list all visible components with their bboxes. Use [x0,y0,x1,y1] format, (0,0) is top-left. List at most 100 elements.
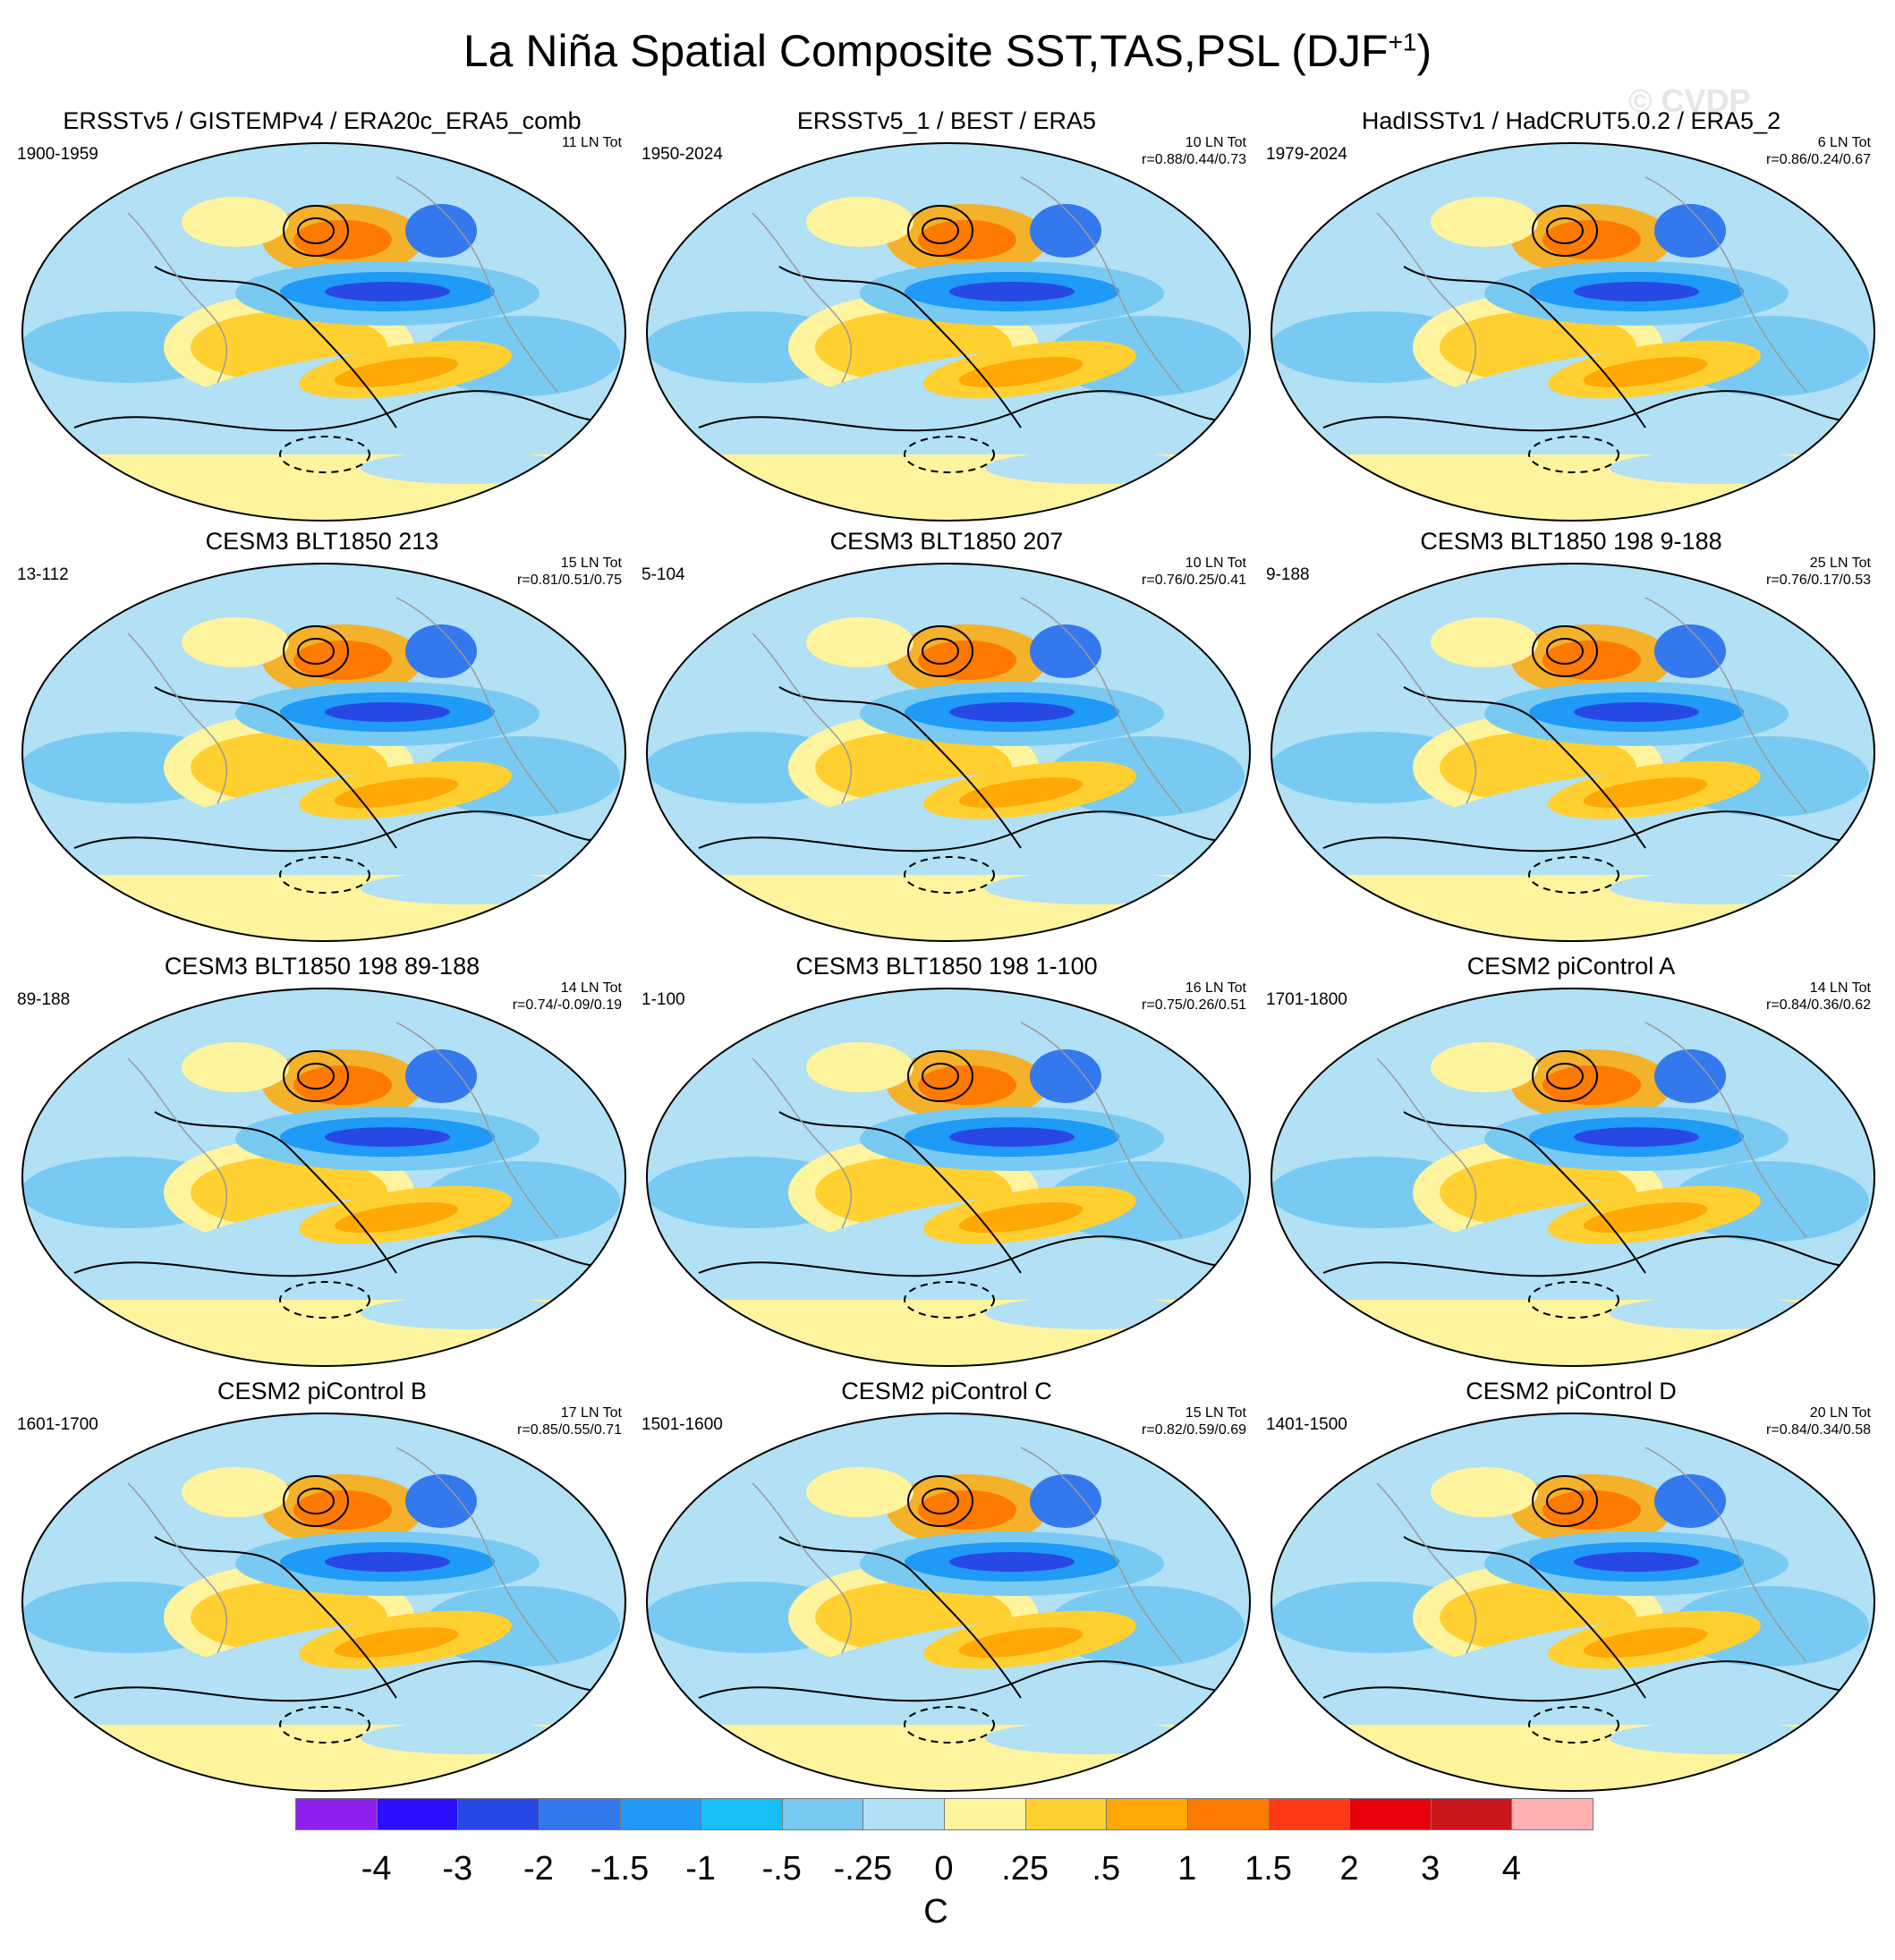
composite-map [1270,1413,1875,1792]
map-panel: CESM2 piControl B 1601-1700 17 LN Tot r=0.8… [13,1378,631,1798]
map-panel: CESM3 BLT1850 207 5-104 10 LN Tot r=0.76/0.… [638,528,1255,948]
panel-title: ERSSTv5_1 / BEST / ERA5 [796,107,1097,134]
colorbar-tick-label: -1.5 [590,1850,650,1888]
colorbar-tick-label: .25 [1001,1850,1049,1888]
panel-event-count: 17 LN Tot [560,1405,622,1421]
panel-period: 9-188 [1266,565,1310,584]
panel-period: 5-104 [642,565,685,584]
panel-event-count: 14 LN Tot [560,980,622,996]
colorbar-swatch [863,1798,945,1830]
panel-event-count: 20 LN Tot [1809,1405,1871,1421]
composite-map [21,563,626,942]
watermark: © CVDP [1628,82,1751,119]
map-panel: CESM2 piControl A 1701-1800 14 LN Tot r=0.8… [1262,953,1880,1373]
map-panel: CESM3 BLT1850 213 13-112 15 LN Tot r=0.81/0… [13,528,631,948]
figure-title: La Niña Spatial Composite SST,TAS,PSL (D… [463,26,1432,76]
panel-pattern-correlation: r=0.84/0.36/0.62 [1766,997,1871,1013]
panel-title: HadISSTv1 / HadCRUT5.0.2 / ERA5_2 [1361,107,1781,134]
panel-title: CESM2 piControl A [1466,953,1676,980]
colorbar-swatch [376,1798,459,1830]
panel-event-count: 16 LN Tot [1185,980,1246,996]
panel-pattern-correlation: r=0.75/0.26/0.51 [1142,997,1246,1013]
composite-map [1270,142,1875,522]
panel-period: 1979-2024 [1266,145,1347,164]
colorbar-tick-label: -4 [361,1850,392,1888]
map-panel: HadISSTv1 / HadCRUT5.0.2 / ERA5_2 1979-20… [1262,107,1880,528]
panel-title: CESM3 BLT1850 198 1-100 [795,953,1098,980]
panel-title: CESM2 piControl B [217,1378,428,1404]
panel-title: CESM3 BLT1850 207 [829,528,1064,555]
colorbar-swatch [1511,1798,1593,1830]
map-panel: CESM2 piControl D 1401-1500 20 LN Tot r=0.8… [1262,1378,1880,1798]
colorbar-tick-label: 3 [1421,1850,1440,1888]
colorbar-swatch [1024,1798,1108,1830]
map-panel: CESM3 BLT1850 198 1-100 1-100 16 LN Tot r=0… [638,953,1255,1373]
composite-map [1270,563,1875,942]
colorbar-tick-label: -.25 [833,1850,893,1888]
colorbar-swatch [1106,1798,1188,1830]
panel-pattern-correlation: r=0.76/0.17/0.53 [1766,573,1871,588]
colorbar-swatch [538,1798,621,1830]
colorbar-swatch [1349,1798,1432,1830]
panel-event-count: 15 LN Tot [560,556,622,571]
colorbar-tick-label: -3 [442,1850,473,1888]
colorbar-tick-label: 2 [1339,1850,1359,1888]
map-panel: CESM2 piControl C 1501-1600 15 LN Tot r=0.8… [638,1378,1255,1798]
colorbar-swatch [619,1798,702,1830]
panel-pattern-correlation: r=0.85/0.55/0.71 [517,1422,622,1438]
colorbar-swatch [457,1798,540,1830]
composite-map [646,988,1251,1367]
colorbar-tick-label: -2 [523,1850,554,1888]
colorbar-tick-label: -1 [685,1850,717,1888]
map-panel: ERSSTv5_1 / BEST / ERA5 1950-2024 10 LN To… [638,107,1255,528]
panel-pattern-correlation: r=0.81/0.51/0.75 [517,573,622,588]
colorbar-tick-label: 1.5 [1245,1850,1292,1888]
colorbar-tick-label: 0 [934,1850,954,1888]
panel-period: 1601-1700 [17,1415,98,1434]
panel-event-count: 6 LN Tot [1817,135,1871,150]
colorbar [295,1798,1593,1832]
composite-map [646,563,1251,942]
colorbar-tick-label: .5 [1092,1850,1121,1888]
map-panel: ERSSTv5 / GISTEMPv4 / ERA20c_ERA5_comb 19… [13,107,631,528]
colorbar-tick-label: 1 [1177,1850,1197,1888]
composite-map [21,142,626,522]
panel-pattern-correlation: r=0.86/0.24/0.67 [1766,152,1871,167]
colorbar-swatch [1186,1798,1270,1830]
panel-period: 1701-1800 [1266,990,1347,1009]
panel-period: 1900-1959 [17,145,98,164]
panel-event-count: 10 LN Tot [1185,135,1246,150]
map-panel: CESM3 BLT1850 198 89-188 89-188 14 LN Tot r… [13,953,631,1373]
composite-map [21,1413,626,1792]
panel-event-count: 11 LN Tot [561,135,622,150]
panel-event-count: 10 LN Tot [1185,556,1246,571]
composite-map [646,1413,1251,1792]
colorbar-swatch [701,1798,783,1830]
panel-pattern-correlation: r=0.82/0.59/0.69 [1142,1422,1246,1438]
panel-pattern-correlation: r=0.88/0.44/0.73 [1142,152,1246,167]
colorbar-swatch [295,1798,378,1830]
panel-period: 89-188 [17,990,71,1009]
panel-title: CESM3 BLT1850 198 9-188 [1420,528,1722,555]
composite-map [646,142,1251,522]
colorbar-units: C [923,1893,948,1930]
panel-event-count: 15 LN Tot [1185,1405,1246,1421]
colorbar-swatch [944,1798,1026,1830]
panel-period: 1950-2024 [642,145,723,164]
panel-title: CESM2 piControl C [841,1378,1052,1404]
composite-map [1270,988,1875,1367]
map-panel: CESM3 BLT1850 198 9-188 9-188 25 LN Tot r=0… [1262,528,1880,948]
panel-pattern-correlation: r=0.76/0.25/0.41 [1142,573,1246,588]
composite-map [21,988,626,1367]
colorbar-swatch [1430,1798,1513,1830]
panel-period: 1501-1600 [642,1415,723,1434]
panel-event-count: 25 LN Tot [1809,556,1871,571]
colorbar-tick-label: -.5 [761,1850,802,1888]
panel-title: CESM3 BLT1850 213 [205,528,439,555]
panel-period: 13-112 [17,565,69,584]
panel-period: 1401-1500 [1266,1415,1347,1434]
colorbar-tick-label: 4 [1501,1850,1521,1888]
panel-title: CESM2 piControl D [1466,1378,1677,1404]
panel-pattern-correlation: r=0.84/0.34/0.58 [1766,1422,1871,1438]
panel-title: CESM3 BLT1850 198 89-188 [164,953,480,980]
